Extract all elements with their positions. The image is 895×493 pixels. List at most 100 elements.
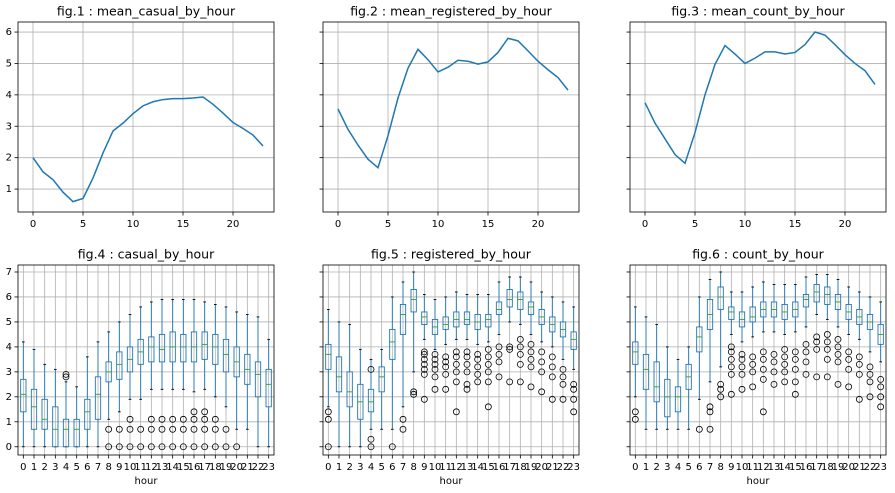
outlier [770, 380, 778, 388]
y-tick-label: 4 [6, 90, 12, 101]
outlier [527, 340, 535, 348]
outlier [759, 355, 767, 363]
outlier [474, 370, 482, 378]
outlier [866, 393, 874, 401]
outlier [802, 340, 810, 348]
outlier [126, 415, 134, 423]
outlier [781, 360, 789, 368]
x-tick-label: 12 [757, 462, 770, 473]
outlier [548, 395, 556, 403]
outlier [823, 331, 831, 338]
outlier [813, 373, 821, 381]
outlier [516, 360, 524, 368]
box [30, 388, 38, 430]
box [410, 289, 417, 313]
outlier [813, 338, 821, 346]
box [506, 289, 513, 308]
outlier [749, 383, 757, 391]
x-tick-label: 7 [400, 462, 406, 473]
box [399, 303, 407, 335]
x-tick-label: 3 [664, 462, 670, 473]
outlier [222, 443, 230, 451]
x-tick-label: 16 [188, 462, 201, 473]
outlier [442, 385, 450, 393]
outlier [781, 368, 789, 376]
x-tick-label: 18 [514, 462, 527, 473]
x-tick-label: 0 [642, 219, 648, 230]
y-tick-label: 6 [6, 292, 12, 303]
x-tick-label: 15 [789, 462, 802, 473]
outlier [559, 395, 567, 403]
box [824, 286, 831, 305]
outlier [727, 370, 735, 378]
y-tick-label: 2 [6, 153, 12, 164]
outlier [463, 380, 471, 388]
x-tick-label: 5 [385, 219, 391, 230]
outlier [431, 350, 439, 358]
outlier [802, 358, 810, 366]
outlier [190, 408, 198, 416]
outlier [115, 425, 123, 433]
box [463, 311, 471, 325]
outlier [147, 415, 155, 423]
outlier [516, 378, 524, 386]
outlier [527, 355, 535, 363]
outlier [506, 378, 514, 386]
x-tick-label: 21 [546, 462, 559, 473]
y-tick-label: 1 [6, 184, 12, 195]
x-tick-label: 15 [177, 462, 190, 473]
outlier [158, 415, 166, 423]
outlier [738, 370, 746, 378]
outlier [115, 443, 123, 451]
outlier [548, 373, 556, 381]
x-tick-label: 10 [127, 219, 140, 230]
outlier [211, 443, 219, 451]
outlier [190, 425, 198, 433]
outlier [727, 343, 735, 351]
outlier [147, 425, 155, 433]
outlier [190, 443, 198, 451]
x-tick-label: 0 [335, 219, 341, 230]
x-tick-label: 11 [134, 462, 147, 473]
outlier [527, 383, 535, 391]
box [73, 418, 80, 448]
outlier [855, 395, 863, 403]
x-tick-label: 4 [63, 462, 69, 473]
line [644, 31, 876, 165]
outlier [791, 365, 799, 373]
x-tick-label: 0 [325, 462, 331, 473]
box [335, 356, 343, 393]
outlier [222, 425, 230, 433]
box [158, 333, 166, 363]
y-tick-label: 1 [6, 417, 12, 428]
outlier [463, 385, 471, 393]
outlier [442, 370, 450, 378]
axes-frame [322, 21, 580, 213]
box [62, 418, 70, 448]
outlier [463, 353, 471, 361]
outlier [866, 363, 874, 371]
outlier [781, 345, 789, 353]
box [94, 376, 102, 420]
outlier [474, 350, 482, 358]
outlier [431, 385, 439, 393]
outlier [559, 365, 567, 373]
outlier [452, 348, 460, 356]
x-tick-label: 22 [557, 462, 570, 473]
box [813, 284, 820, 303]
x-tick-label: 22 [252, 462, 265, 473]
x-tick-label: 9 [421, 462, 427, 473]
x-tick-label: 19 [525, 462, 538, 473]
outlier [211, 425, 219, 433]
outlier [169, 443, 177, 451]
outlier [570, 395, 578, 403]
outlier [452, 353, 460, 361]
outlier [823, 355, 831, 363]
outlier [62, 373, 70, 381]
box [389, 328, 396, 360]
outlier [527, 363, 535, 371]
outlier [420, 395, 428, 403]
outlier [420, 350, 428, 358]
line [337, 37, 569, 170]
outlier [791, 348, 799, 356]
